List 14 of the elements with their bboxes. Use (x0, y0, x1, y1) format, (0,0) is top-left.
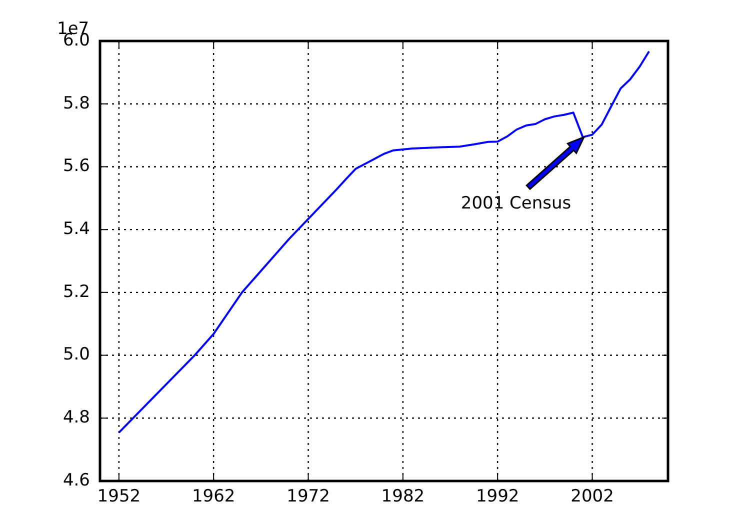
x-tick-label: 1982 (381, 486, 425, 507)
annotation: 2001 Census (460, 193, 572, 214)
x-tick-label: 1962 (192, 486, 236, 507)
x-tick-label: 1992 (476, 486, 520, 507)
x-tick-label: 2002 (570, 486, 614, 507)
x-tick-label: 1972 (286, 486, 330, 507)
y-tick-label: 5.2 (62, 282, 90, 302)
y-tick-label: 5.4 (62, 218, 90, 239)
y-tick-label: 5.6 (62, 156, 90, 176)
y-tick-label: 4.8 (62, 408, 90, 428)
y-tick-label: 5.0 (62, 344, 90, 365)
x-tick-label: 1952 (97, 486, 141, 507)
y-tick-label: 4.6 (62, 470, 90, 490)
y-tick-label: 5.8 (62, 93, 90, 114)
